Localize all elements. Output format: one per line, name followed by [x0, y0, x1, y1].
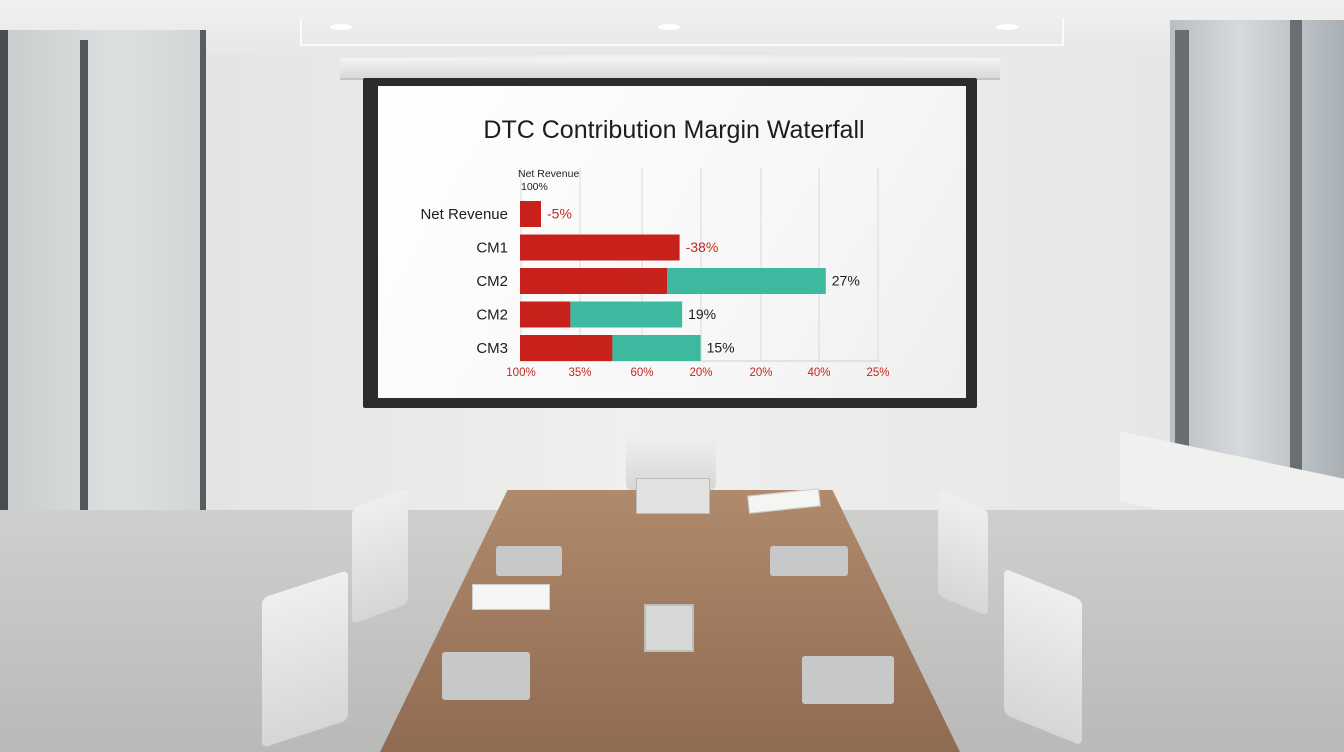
ceiling-light [996, 24, 1018, 30]
laptop [802, 656, 894, 704]
document-stack [472, 584, 550, 610]
waterfall-chart: DTC Contribution Margin Waterfall Net Re… [420, 116, 889, 379]
right-window-mullion [1175, 30, 1189, 460]
x-tick-label: 100% [506, 367, 535, 379]
margin-value-label: 27% [832, 273, 860, 289]
cost-value-label: -38% [686, 239, 719, 255]
cost-bar [520, 335, 613, 361]
left-glass-mullion [80, 40, 88, 600]
margin-value-label: 15% [707, 340, 735, 356]
x-tick-label: 40% [807, 367, 830, 379]
right-window-mullion [1290, 20, 1302, 540]
laptop [442, 652, 530, 700]
header-value: 100% [521, 181, 548, 193]
table-monitor [636, 478, 710, 514]
category-label: Net Revenue [420, 206, 508, 223]
cost-bar [520, 201, 541, 227]
chart-bars [520, 201, 826, 361]
laptop [496, 546, 562, 576]
margin-bar [570, 301, 683, 328]
x-tick-label: 60% [630, 367, 653, 379]
x-tick-label: 25% [866, 367, 889, 379]
category-label: CM2 [476, 273, 508, 290]
x-tick-label: 35% [568, 367, 591, 379]
ceiling-cove [300, 18, 1064, 46]
cost-bar [520, 268, 667, 294]
margin-value-label: 19% [688, 306, 716, 322]
table-power-outlet [644, 604, 694, 652]
cost-value-label: -5% [547, 206, 572, 222]
category-label: CM1 [476, 240, 508, 257]
cost-bar [520, 301, 571, 328]
chair-right-near [1004, 568, 1082, 746]
chair-left-far [352, 487, 408, 625]
margin-bar [667, 268, 826, 294]
ceiling [0, 0, 1344, 60]
margin-bar [612, 335, 701, 361]
chart-gridlines [520, 168, 880, 362]
cost-value-label: -12% [534, 307, 565, 322]
chart-labels: 100% 35% 60% 20% 20% 40% 25% Net Revenue -5% CM1 -… [420, 206, 889, 379]
category-label: CM3 [476, 340, 508, 357]
laptop [770, 546, 848, 576]
left-glass-frame [0, 30, 8, 670]
projector-screen-housing [340, 58, 1000, 80]
category-label: CM2 [476, 307, 508, 324]
x-tick-label: 20% [689, 367, 712, 379]
ceiling-light [658, 24, 680, 30]
ceiling-light [330, 24, 352, 30]
chair-left-near [262, 570, 348, 748]
cost-value-label: -22% [576, 341, 607, 356]
x-tick-label: 20% [749, 367, 772, 379]
chair-right-far [938, 489, 988, 617]
chart-title: DTC Contribution Margin Waterfall [483, 116, 864, 144]
cost-value-label: -35% [631, 274, 662, 289]
cost-bar [520, 234, 680, 261]
header-label: Net Revenue [518, 168, 579, 180]
